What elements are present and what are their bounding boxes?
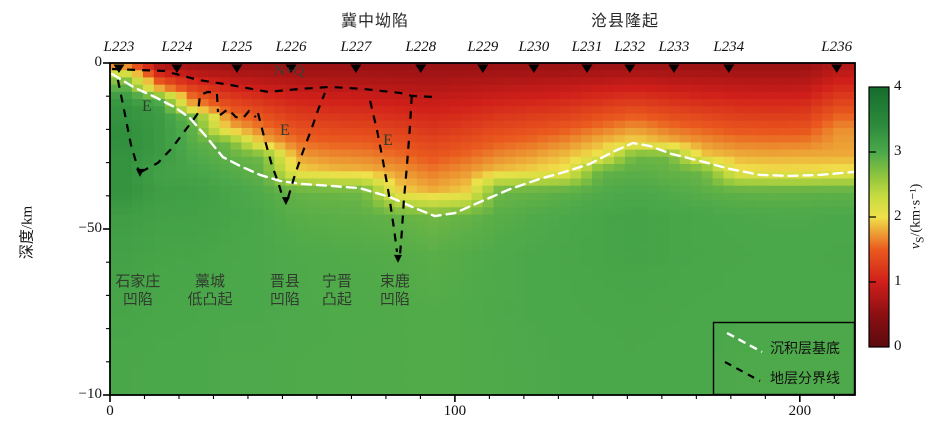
region-label-cangxian: 沧县隆起 [590,13,660,30]
basin-label: 石家庄 凹陷 [115,273,161,308]
boundary-line-shijiazhuang-west [116,79,141,173]
legend-item-boundary-label: 地层分界线 [770,372,840,387]
station-label: L225 [221,39,253,55]
boundary-line-nq-base [112,67,433,98]
legend-basement-line-sample [726,331,763,354]
y-tick-label: 0 [94,54,103,70]
basement-line [110,72,855,218]
y-tick-label: −50 [78,220,102,236]
x-tick-label: 200 [788,403,812,419]
colorbar-ticks [869,151,876,283]
station-marker-icon [831,64,843,73]
basin-label: 晋县 凹陷 [269,273,300,308]
stratum-label: E [279,122,290,140]
basin-label: 藁城 低凸起 [187,273,233,308]
station-marker-icon [415,64,427,73]
velocity-heatmap [110,63,855,395]
colorbar-unit-v: v [908,242,924,250]
colorbar-tick-label: 4 [894,78,902,94]
station-label: L236 [821,39,853,55]
station-markers [113,64,843,73]
station-label: L230 [518,39,550,55]
basin-label: 束鹿 凹陷 [379,273,410,308]
boundary-line-shijiazhuang-east-cap [140,90,220,173]
station-label: L229 [467,39,499,55]
station-label: L227 [340,39,372,55]
station-marker-icon [350,64,362,73]
station-label: L223 [103,39,135,55]
colorbar-unit-label: vS/(km·s⁻¹) [908,171,927,261]
legend-item-basement-label: 沉积层基底 [770,342,840,357]
station-marker-icon [171,64,183,73]
depth-axis-title: 深度/km [19,205,36,260]
colorbar-unit-sub: S [913,236,927,243]
basin-label: 宁晋 凸起 [321,273,352,308]
boundary-line-jinxian-east [286,92,326,199]
station-marker-icon [285,64,297,73]
station-marker-icon [668,64,680,73]
boundary-line-jinxian-west [256,112,284,199]
station-marker-icon [581,64,593,73]
station-label: L224 [161,39,193,55]
station-label: L233 [658,39,690,55]
station-marker-icon [723,64,735,73]
station-marker-icon [477,64,489,73]
station-label: L226 [275,39,307,55]
colorbar-tick-label: 1 [894,273,902,289]
station-marker-icon [624,64,636,73]
station-marker-icon [231,64,243,73]
stratum-label: E [142,98,152,116]
legend-boundary-line-sample [724,361,761,382]
stratum-label: E [383,132,393,150]
boundary-line-shulu-west [369,100,399,253]
station-label: L228 [405,39,437,55]
colorbar-unit-rest: /(km·s⁻¹) [908,183,924,237]
station-marker-icon [528,64,540,73]
colorbar-tick-label: 2 [894,208,902,224]
station-label: L231 [571,39,603,55]
region-label-jizhong: 冀中坳陷 [340,13,410,30]
geological-lines [110,67,855,263]
boundary-arrow-icon [393,254,402,263]
station-marker-icon [113,64,125,73]
station-label: L234 [713,39,745,55]
x-tick-label: 100 [443,403,467,419]
colorbar-tick-label: 3 [894,143,902,159]
x-tick-label: 0 [106,403,114,419]
stratum-label: N+Q [273,62,305,79]
boundary-arrow-icon [281,197,290,206]
plot-border [109,62,856,396]
y-tick-label: −10 [78,386,102,402]
boundary-line-shulu-east [399,95,413,254]
station-label: L232 [614,39,646,55]
colorbar-tick-label: 0 [894,338,902,354]
